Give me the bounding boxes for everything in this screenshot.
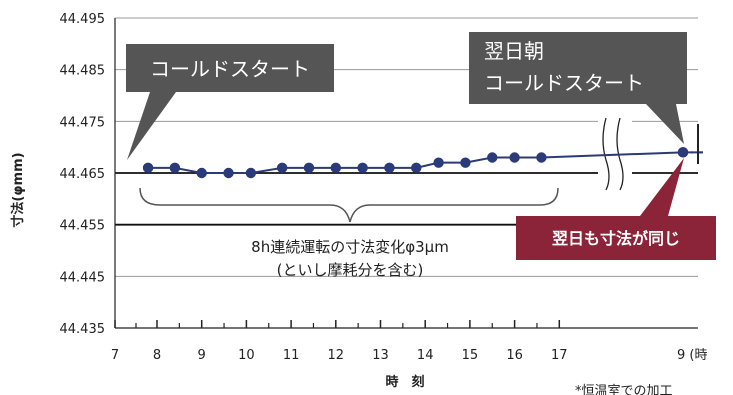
callout-cold-start: コールドスタート bbox=[126, 44, 334, 160]
data-point bbox=[384, 162, 395, 174]
data-point bbox=[276, 162, 288, 174]
data-point bbox=[196, 167, 207, 179]
y-tick-labels: 44.495 44.485 44.475 44.465 44.455 44.445 44.4… bbox=[60, 12, 106, 337]
series-line-group bbox=[142, 147, 703, 179]
data-point bbox=[536, 152, 547, 163]
x-tick-label: 15 bbox=[462, 348, 479, 363]
y-tick-label: 44.495 bbox=[60, 12, 106, 27]
x-tick-label: 8 bbox=[153, 348, 161, 363]
data-point bbox=[142, 162, 154, 174]
x-tick-label: 10 bbox=[238, 348, 255, 363]
y-tick-label: 44.445 bbox=[60, 270, 106, 285]
svg-text:コールドスタート: コールドスタート bbox=[150, 57, 310, 81]
x-tick-label: 13 bbox=[372, 348, 389, 363]
data-point bbox=[487, 152, 498, 163]
data-point bbox=[677, 147, 689, 158]
y-tick-label: 44.485 bbox=[60, 64, 106, 79]
x-tick-label: 12 bbox=[328, 348, 345, 363]
x-tick-label: 9 bbox=[198, 348, 206, 363]
svg-text:翌日も寸法が同じ: 翌日も寸法が同じ bbox=[552, 229, 680, 248]
data-point bbox=[223, 167, 234, 179]
x-tick-label: 7 bbox=[111, 348, 119, 363]
brace bbox=[139, 187, 559, 223]
data-point bbox=[411, 162, 422, 174]
x-tick-label: 16 bbox=[506, 348, 523, 363]
footnote: *恒温室での加工 bbox=[575, 383, 673, 395]
data-point bbox=[303, 162, 315, 174]
x-axis-title: 時 刻 bbox=[385, 374, 424, 390]
brace-text-line1: 8h連続運転の寸法変化φ3μm bbox=[251, 238, 449, 256]
x-tick-labels: 7 8 9 10 11 12 13 14 15 16 17 9 (時 bbox=[111, 320, 707, 363]
y-tick-label: 44.455 bbox=[60, 219, 106, 234]
x-tick-label: 9 (時 bbox=[677, 348, 707, 363]
data-point bbox=[357, 162, 368, 174]
data-point bbox=[509, 152, 520, 163]
data-point bbox=[330, 162, 341, 174]
axis-break-mark bbox=[598, 112, 632, 192]
y-tick-label: 44.435 bbox=[60, 322, 106, 337]
brace-text-line2: (といし摩耗分を含む) bbox=[277, 261, 424, 279]
y-tick-label: 44.475 bbox=[60, 115, 106, 130]
callout-same-dimension: 翌日も寸法が同じ bbox=[516, 158, 716, 260]
data-point bbox=[433, 157, 444, 168]
y-axis-title: 寸法(φmm) bbox=[10, 152, 26, 227]
data-point bbox=[169, 162, 181, 174]
x-tick-label: 11 bbox=[283, 348, 300, 363]
x-tick-label: 14 bbox=[417, 348, 434, 363]
x-tick-label: 17 bbox=[551, 348, 568, 363]
data-point bbox=[460, 157, 471, 168]
callout-next-morning: 翌日朝 コールドスタート bbox=[469, 32, 687, 144]
data-point bbox=[245, 167, 257, 179]
svg-text:コールドスタート: コールドスタート bbox=[484, 71, 644, 95]
svg-text:翌日朝: 翌日朝 bbox=[484, 39, 544, 63]
y-tick-label: 44.465 bbox=[60, 167, 106, 182]
